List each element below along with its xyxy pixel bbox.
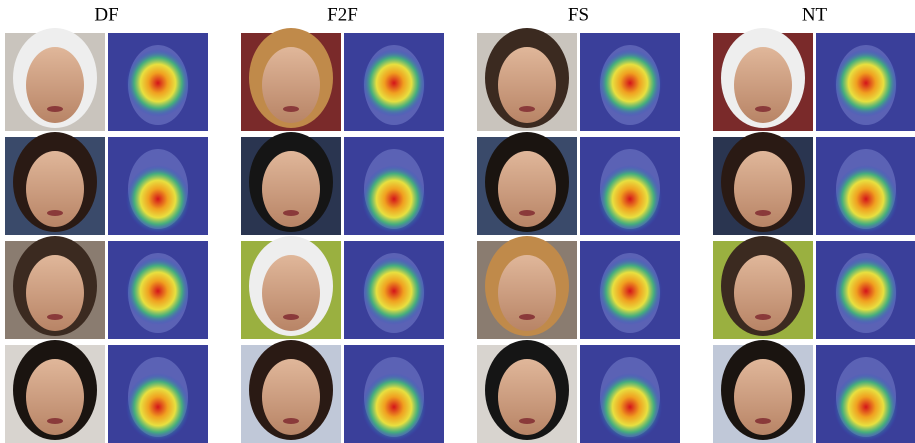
face-image — [713, 28, 813, 131]
heatmap-hotspot — [362, 373, 426, 441]
mouth — [47, 106, 63, 112]
mouth — [283, 210, 299, 216]
heatmap-hotspot — [598, 257, 662, 325]
face-image — [241, 132, 341, 235]
mouth — [283, 106, 299, 112]
mouth — [755, 106, 771, 112]
face-image — [477, 28, 577, 131]
mouth — [755, 314, 771, 320]
face-image — [477, 132, 577, 235]
heatmap-image — [580, 345, 680, 443]
figure: DF F2F FS NT — [0, 0, 915, 443]
heatmap-hotspot — [598, 165, 662, 233]
face-image — [241, 28, 341, 131]
heatmap-image — [108, 241, 208, 339]
face-image — [5, 28, 105, 131]
column-title: DF — [94, 4, 118, 25]
column-title: FS — [568, 4, 589, 25]
face-image — [5, 340, 105, 443]
heatmap-hotspot — [362, 49, 426, 117]
heatmap-image — [816, 241, 915, 339]
heatmap-image — [108, 137, 208, 235]
heatmap-image — [108, 33, 208, 131]
face-image — [5, 236, 105, 339]
mouth — [755, 418, 771, 424]
heatmap-hotspot — [126, 373, 190, 441]
heatmap-image — [816, 345, 915, 443]
heatmap-image — [816, 33, 915, 131]
heatmap-hotspot — [362, 165, 426, 233]
mouth — [47, 418, 63, 424]
mouth — [283, 418, 299, 424]
face-image — [241, 236, 341, 339]
column-title: NT — [802, 4, 828, 25]
heatmap-hotspot — [834, 49, 898, 117]
heatmap-hotspot — [126, 165, 190, 233]
heatmap-hotspot — [126, 49, 190, 117]
mouth — [755, 210, 771, 216]
mouth — [519, 210, 535, 216]
heatmap-hotspot — [598, 373, 662, 441]
mouth — [47, 314, 63, 320]
heatmap-hotspot — [834, 257, 898, 325]
heatmap-image — [580, 33, 680, 131]
heatmap-image — [344, 241, 444, 339]
mouth — [519, 314, 535, 320]
face-image — [5, 132, 105, 235]
face-image — [241, 340, 341, 443]
face-image — [477, 340, 577, 443]
heatmap-hotspot — [362, 257, 426, 325]
face-image — [477, 236, 577, 339]
heatmap-image — [580, 137, 680, 235]
face-image — [713, 132, 813, 235]
heatmap-hotspot — [834, 165, 898, 233]
heatmap-image — [816, 137, 915, 235]
mouth — [519, 418, 535, 424]
mouth — [519, 106, 535, 112]
heatmap-image — [344, 33, 444, 131]
mouth — [283, 314, 299, 320]
heatmap-image — [344, 137, 444, 235]
face-image — [713, 236, 813, 339]
mouth — [47, 210, 63, 216]
heatmap-hotspot — [834, 373, 898, 441]
heatmap-image — [580, 241, 680, 339]
heatmap-image — [108, 345, 208, 443]
column-title: F2F — [327, 4, 358, 25]
heatmap-hotspot — [598, 49, 662, 117]
heatmap-image — [344, 345, 444, 443]
heatmap-hotspot — [126, 257, 190, 325]
face-image — [713, 340, 813, 443]
